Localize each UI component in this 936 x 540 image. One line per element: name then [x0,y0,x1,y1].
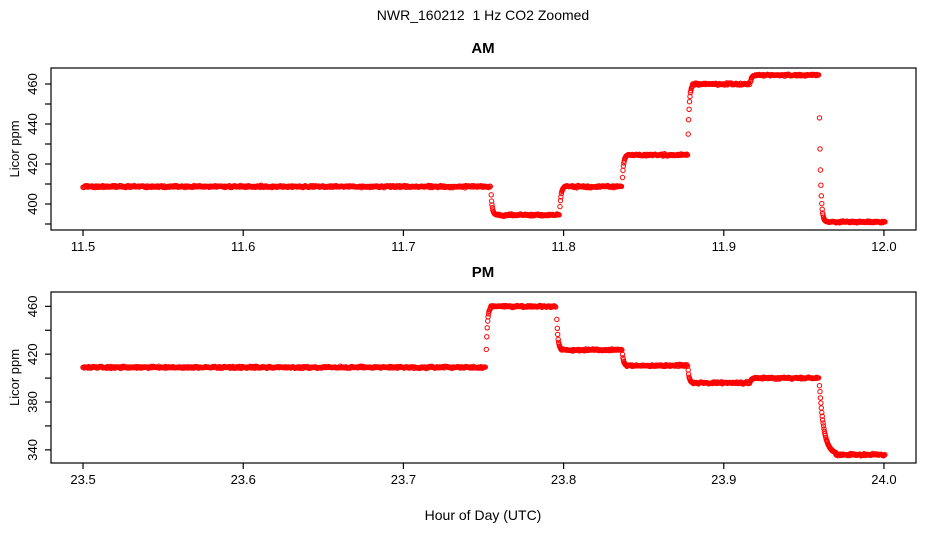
am-panel-title: AM [471,40,495,57]
x-tick-label: 11.7 [391,239,415,254]
x-tick-label: 12.0 [871,239,896,254]
y-tick-label: 440 [25,113,40,135]
panel-pm: 23.5 23.6 23.7 23.8 23.9 24.0 340 380 420 460 Lico… [7,291,917,487]
x-tick-label: 24.0 [871,472,896,487]
y-tick-label: 380 [25,391,40,413]
x-tick-label: 11.9 [712,239,736,254]
panel-am: 11.5 11.6 11.7 11.8 11.9 12.0 400 420 440 460 Lico… [7,67,917,254]
plot-border [50,67,917,231]
x-tick-label: 23.8 [551,472,576,487]
x-axis-title: Hour of Day (UTC) [424,507,542,523]
y-tick-label: 460 [25,73,40,95]
data-point-cloud [80,71,888,226]
x-tick-label: 23.7 [391,472,416,487]
y-axis-title: Licor ppm [7,349,22,406]
pm-panel-title: PM [471,264,495,281]
x-tick-label: 23.6 [231,472,256,487]
x-tick-label: 11.5 [71,239,95,254]
data-point-cloud [80,302,888,459]
x-tick-label: 23.9 [711,472,736,487]
y-axis-title: Licor ppm [7,120,22,177]
x-tick-label: 23.5 [70,472,95,487]
x-tick-label: 11.6 [231,239,255,254]
x-tick-label: 11.8 [551,239,575,254]
y-tick-label: 400 [25,193,40,215]
y-tick-label: 420 [25,153,40,175]
y-tick-label: 460 [25,295,40,317]
y-tick-label: 420 [25,343,40,365]
chart-main-title: NWR_160212 1 Hz CO2 Zoomed [376,7,590,23]
y-tick-label: 340 [25,439,40,461]
